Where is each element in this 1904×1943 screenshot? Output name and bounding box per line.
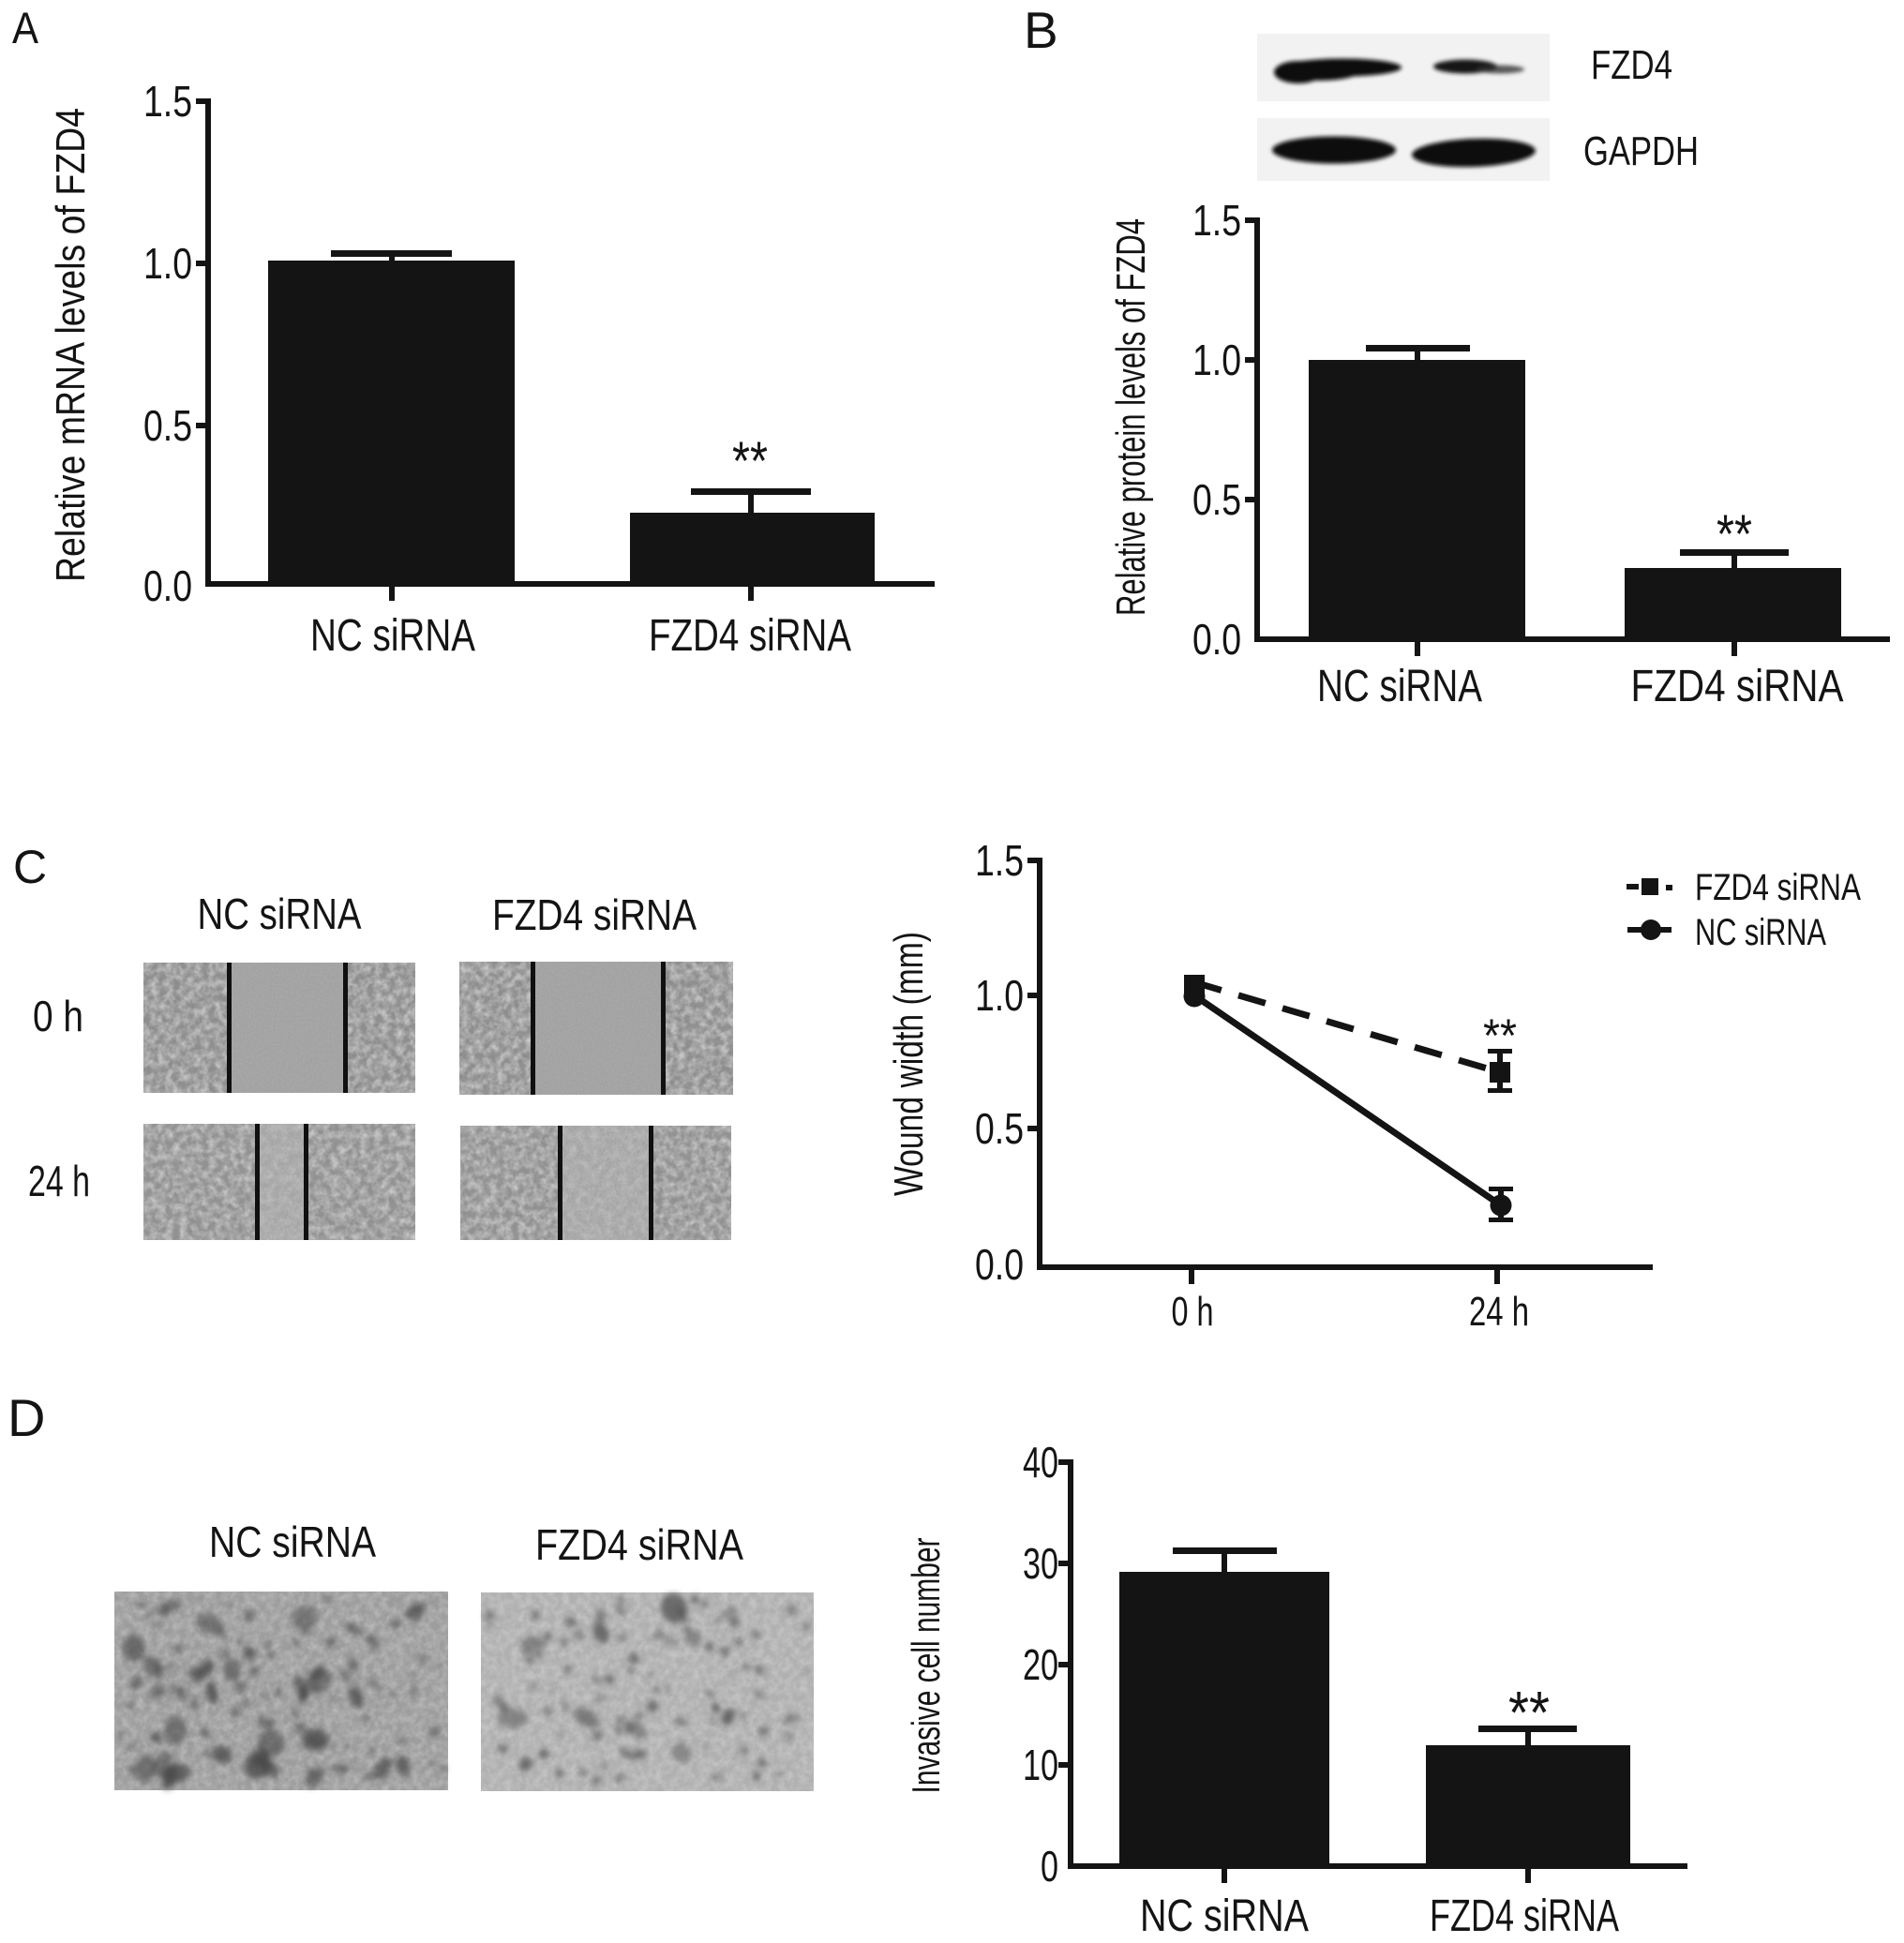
svg-text:0.0: 0.0: [975, 1240, 1024, 1289]
svg-text:0.5: 0.5: [143, 401, 192, 450]
svg-text:0: 0: [1041, 1842, 1058, 1891]
svg-text:20: 20: [1023, 1640, 1058, 1689]
svg-text:Invasive cell number: Invasive cell number: [904, 1537, 948, 1793]
svg-text:1.0: 1.0: [975, 971, 1024, 1020]
svg-text:D: D: [7, 1388, 45, 1447]
svg-text:FZD4 siRNA: FZD4 siRNA: [492, 890, 697, 939]
svg-text:1.0: 1.0: [1192, 336, 1241, 384]
svg-text:FZD4 siRNA: FZD4 siRNA: [535, 1520, 743, 1569]
svg-text:FZD4: FZD4: [1591, 42, 1672, 88]
svg-text:0.0: 0.0: [143, 561, 192, 610]
svg-text:1.5: 1.5: [1192, 196, 1241, 245]
svg-text:FZD4 siRNA: FZD4 siRNA: [1695, 867, 1861, 908]
svg-text:0.5: 0.5: [1192, 475, 1241, 524]
svg-text:C: C: [13, 841, 47, 893]
svg-text:0.5: 0.5: [975, 1104, 1024, 1153]
svg-text:0 h: 0 h: [33, 992, 83, 1040]
svg-text:FZD4 siRNA: FZD4 siRNA: [649, 611, 851, 661]
svg-text:NC siRNA: NC siRNA: [198, 889, 362, 938]
svg-text:0 h: 0 h: [1172, 1289, 1214, 1335]
svg-text:GAPDH: GAPDH: [1583, 128, 1699, 174]
svg-text:1.0: 1.0: [143, 239, 192, 288]
svg-text:1.5: 1.5: [975, 836, 1024, 885]
svg-text:10: 10: [1023, 1741, 1058, 1789]
svg-text:**: **: [1717, 504, 1752, 565]
svg-text:NC siRNA: NC siRNA: [310, 611, 475, 661]
svg-text:**: **: [1483, 1009, 1517, 1062]
svg-text:40: 40: [1023, 1438, 1058, 1487]
svg-text:A: A: [12, 3, 39, 52]
svg-text:**: **: [732, 431, 768, 492]
svg-text:1.5: 1.5: [143, 77, 192, 126]
svg-text:0.0: 0.0: [1192, 615, 1241, 664]
svg-text:NC siRNA: NC siRNA: [1140, 1891, 1309, 1941]
svg-text:FZD4 siRNA: FZD4 siRNA: [1430, 1891, 1619, 1941]
svg-text:Relative protein levels of FZD: Relative protein levels of FZD4: [1108, 218, 1154, 616]
svg-text:Relative mRNA levels of FZD4: Relative mRNA levels of FZD4: [48, 108, 94, 582]
svg-text:24 h: 24 h: [28, 1157, 90, 1205]
svg-text:24 h: 24 h: [1469, 1289, 1529, 1335]
svg-text:NC siRNA: NC siRNA: [209, 1517, 376, 1566]
svg-text:NC siRNA: NC siRNA: [1695, 912, 1826, 953]
svg-text:FZD4 siRNA: FZD4 siRNA: [1631, 662, 1844, 711]
svg-text:Wound width (mm): Wound width (mm): [886, 932, 932, 1196]
svg-text:NC siRNA: NC siRNA: [1317, 662, 1482, 711]
svg-text:30: 30: [1023, 1539, 1058, 1588]
svg-text:B: B: [1024, 1, 1058, 59]
svg-text:**: **: [1508, 1679, 1550, 1746]
